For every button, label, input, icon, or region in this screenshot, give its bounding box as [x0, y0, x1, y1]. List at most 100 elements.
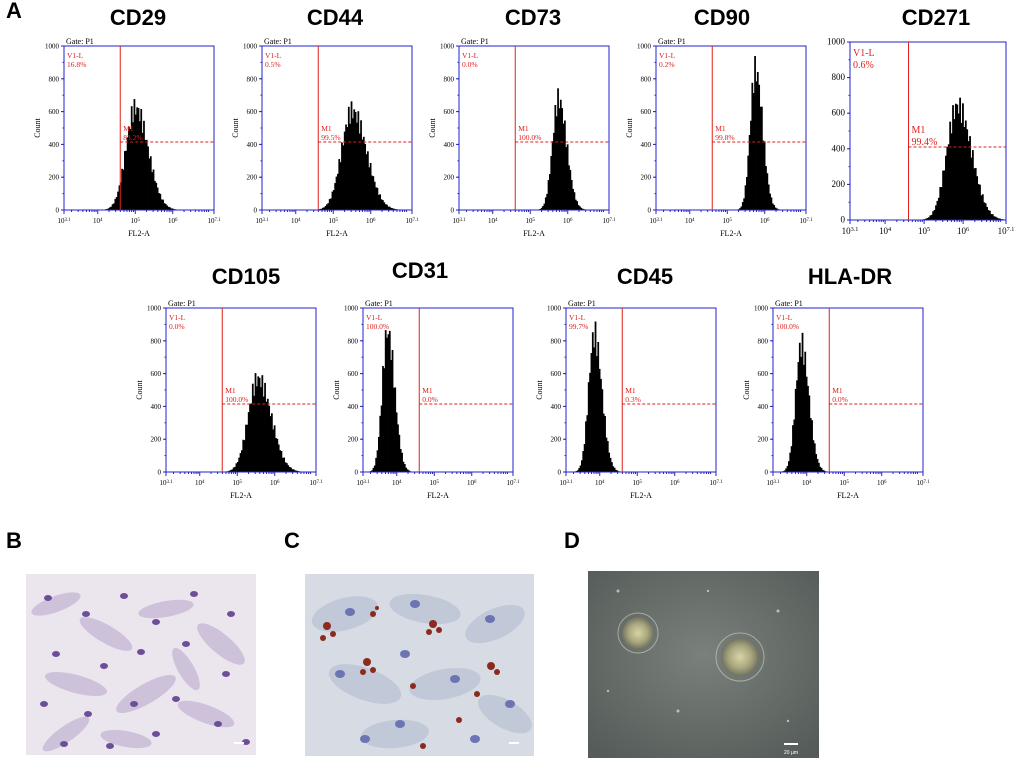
histogram-bar — [767, 184, 770, 210]
y-tick-label: 200 — [641, 174, 652, 182]
v1l-value: 0.0% — [462, 60, 478, 69]
histogram-bar — [234, 466, 236, 472]
histogram-bar — [809, 418, 812, 472]
histogram-bar — [169, 207, 171, 210]
x-tick-label: 104 — [685, 217, 695, 225]
histogram-bar — [364, 143, 367, 210]
gate-label: Gate: P1 — [365, 299, 393, 308]
marker-title-cd73: CD73 — [504, 5, 562, 30]
plot-frame — [165, 307, 317, 473]
panel-label-a: A — [6, 0, 22, 23]
histogram-bar — [744, 185, 747, 210]
histogram-bar — [967, 141, 970, 220]
x-tick-label: 107.1 — [309, 479, 323, 487]
y-tick-label: 200 — [247, 174, 258, 182]
histogram-cd45: 0 200 400 600 800 1000 103.1 104 105 106 107.1 FL2-… — [535, 299, 723, 500]
histogram-bar — [557, 88, 559, 210]
histogram-bar — [162, 199, 164, 210]
histogram-bar — [130, 106, 133, 210]
histogram-bar — [155, 182, 158, 210]
x-tick-label: 105 — [329, 217, 339, 225]
y-tick-label: 1000 — [243, 43, 258, 51]
v1l-value: 100.0% — [776, 322, 799, 331]
histogram-bar — [569, 169, 572, 210]
histogram-bar — [984, 203, 987, 220]
x-tick-label: 104 — [195, 479, 205, 487]
histogram-bar — [388, 330, 391, 472]
y-axis-label: Count — [231, 117, 240, 137]
histogram-bar — [585, 421, 587, 472]
histogram-bar — [609, 457, 612, 472]
v1l-value: 99.7% — [569, 322, 588, 331]
histogram-bar — [167, 206, 170, 210]
histogram-bar — [357, 111, 360, 210]
micrograph-b-image — [26, 574, 256, 755]
x-tick-label: 106 — [670, 479, 680, 487]
marker-title-cd29: CD29 — [109, 5, 167, 30]
x-tick-label: 106 — [877, 479, 887, 487]
histogram-bar — [983, 202, 986, 220]
histogram-bar — [402, 461, 405, 472]
histogram-bar — [816, 458, 819, 472]
histogram-bar — [988, 210, 991, 220]
marker-title-hladr: HLA-DR — [807, 264, 893, 289]
y-tick-label: 800 — [832, 72, 846, 82]
histogram-bar — [926, 217, 929, 220]
x-tick-label: 104 — [595, 479, 605, 487]
histogram-bar — [579, 206, 581, 210]
histogram-bar — [976, 176, 979, 220]
histogram-bar — [342, 145, 345, 210]
histogram-bar — [971, 150, 974, 220]
y-tick-label: 400 — [832, 143, 846, 153]
histogram-bar — [384, 204, 387, 210]
histogram-bar — [241, 450, 243, 472]
histogram-bar — [154, 180, 156, 210]
histogram-bar — [380, 199, 383, 210]
histogram-bar — [365, 154, 368, 210]
histogram-bar — [568, 165, 570, 210]
histogram-bar — [981, 194, 984, 220]
y-tick-label: 1000 — [147, 305, 162, 313]
histogram-bar — [547, 180, 550, 210]
y-tick-label: 0 — [254, 207, 258, 215]
x-tick-label: 106 — [760, 217, 770, 225]
m1-value: 100.0% — [518, 133, 541, 142]
x-tick-label: 107.1 — [916, 479, 930, 487]
histogram-bar — [251, 383, 254, 472]
x-tick-label: 106 — [467, 479, 477, 487]
histogram-bar — [945, 155, 947, 220]
histogram-bar — [283, 457, 286, 472]
x-tick-label: 105 — [723, 217, 733, 225]
histogram-bar — [746, 176, 748, 210]
histogram-bar — [339, 162, 342, 210]
histogram-bar — [788, 461, 790, 472]
histogram-bar — [284, 462, 287, 472]
histogram-bar — [399, 449, 402, 472]
x-tick-label: 105 — [633, 479, 643, 487]
histogram-bar — [811, 420, 813, 472]
histogram-bar — [991, 214, 994, 220]
histogram-bar — [815, 454, 818, 472]
histogram-bar — [990, 214, 993, 220]
histogram-bar — [139, 121, 141, 210]
histogram-bar — [561, 108, 564, 210]
m1-label: M1 — [422, 386, 433, 395]
histogram-bar — [997, 218, 1000, 220]
histogram-bar — [579, 465, 582, 472]
y-tick-label: 600 — [348, 370, 359, 378]
histogram-bar — [987, 209, 990, 220]
histogram-bar — [257, 376, 260, 472]
histogram-bar — [390, 359, 393, 472]
histogram-bar — [260, 387, 262, 472]
histogram-bar — [273, 425, 276, 472]
x-tick-label: 105 — [918, 226, 930, 237]
histogram-bar — [356, 122, 358, 210]
histogram-bar — [792, 425, 794, 472]
histogram-bar — [964, 120, 967, 220]
marker-title-cd45: CD45 — [616, 264, 674, 289]
histogram-bar — [970, 157, 973, 220]
histogram-bar — [272, 429, 275, 472]
histogram-bar — [358, 133, 361, 210]
histogram-bar — [171, 208, 174, 210]
histogram-bar — [350, 101, 353, 210]
